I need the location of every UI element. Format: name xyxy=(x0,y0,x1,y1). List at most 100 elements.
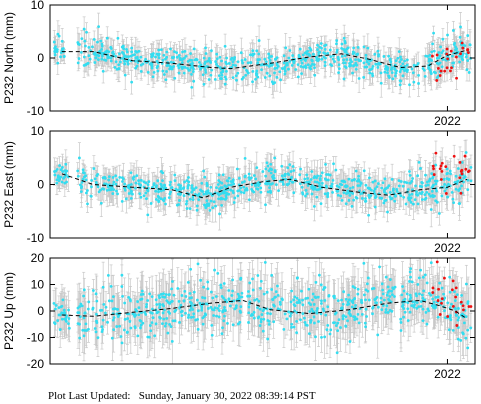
data-point xyxy=(209,73,213,77)
data-point xyxy=(428,53,432,57)
data-point xyxy=(336,56,340,60)
data-point xyxy=(227,62,231,65)
recent-point xyxy=(431,54,434,58)
data-point xyxy=(430,50,434,54)
data-point xyxy=(393,67,397,71)
data-point xyxy=(213,77,217,81)
data-point xyxy=(188,68,192,72)
data-point xyxy=(298,47,302,51)
data-point xyxy=(263,57,267,61)
data-point xyxy=(57,34,61,38)
data-point xyxy=(255,49,259,53)
data-point xyxy=(121,44,125,48)
data-point xyxy=(254,77,257,81)
data-point xyxy=(427,57,431,61)
data-point xyxy=(302,57,305,61)
data-point xyxy=(401,62,405,66)
data-point xyxy=(335,50,339,54)
data-point xyxy=(342,77,346,81)
data-point xyxy=(350,60,353,64)
data-point xyxy=(265,71,269,75)
data-point xyxy=(343,39,347,43)
data-point xyxy=(107,50,111,54)
data-point xyxy=(337,63,341,67)
data-point xyxy=(129,54,133,58)
data-point xyxy=(233,56,237,59)
data-point xyxy=(463,44,467,48)
data-point xyxy=(199,67,202,71)
data-point xyxy=(204,68,207,72)
data-point xyxy=(309,67,313,71)
data-point xyxy=(96,58,100,62)
data-point xyxy=(439,45,443,49)
data-point xyxy=(223,44,227,48)
data-point xyxy=(257,39,261,42)
data-point xyxy=(279,78,282,82)
data-point xyxy=(316,48,319,51)
data-point xyxy=(183,49,187,53)
data-point xyxy=(181,50,184,54)
data-point xyxy=(215,52,219,56)
data-point xyxy=(320,46,323,50)
data-point xyxy=(151,75,155,79)
data-point xyxy=(139,70,143,73)
data-point xyxy=(189,66,193,69)
recent-point xyxy=(454,55,458,59)
data-point xyxy=(294,68,298,71)
data-point xyxy=(329,55,333,59)
data-point xyxy=(114,60,118,64)
data-point xyxy=(366,46,370,50)
data-point xyxy=(280,67,284,70)
data-point xyxy=(278,70,282,74)
recent-point xyxy=(460,41,464,45)
data-point xyxy=(146,70,150,74)
data-point xyxy=(370,72,374,76)
data-point xyxy=(398,83,402,87)
data-point xyxy=(134,66,138,70)
data-point xyxy=(440,65,444,69)
data-point xyxy=(234,74,238,78)
data-point xyxy=(451,54,454,58)
data-point xyxy=(390,71,394,75)
data-point xyxy=(398,60,402,64)
data-point xyxy=(240,59,244,62)
data-point xyxy=(351,50,355,54)
data-point xyxy=(322,51,326,55)
data-point xyxy=(441,37,445,41)
data-point xyxy=(192,67,195,71)
data-point xyxy=(417,74,420,77)
data-point xyxy=(288,49,292,52)
data-point xyxy=(172,55,176,59)
data-point xyxy=(242,75,245,79)
data-point xyxy=(391,77,395,81)
data-point xyxy=(257,52,261,56)
data-point xyxy=(130,50,134,54)
data-point xyxy=(304,59,307,63)
data-point xyxy=(182,71,186,75)
data-point xyxy=(100,42,104,46)
data-point xyxy=(173,76,177,80)
data-point xyxy=(190,85,194,89)
data-point xyxy=(100,44,104,48)
data-point xyxy=(136,61,140,64)
data-point xyxy=(93,53,97,56)
data-point xyxy=(268,58,272,62)
trend-line xyxy=(61,49,468,70)
data-point xyxy=(335,48,339,52)
data-point xyxy=(216,64,220,68)
data-point xyxy=(191,70,195,74)
data-point xyxy=(286,67,290,71)
data-point xyxy=(306,49,310,53)
data-point xyxy=(76,61,80,65)
data-point xyxy=(115,67,119,71)
data-point xyxy=(323,60,327,64)
data-point xyxy=(60,39,64,43)
data-point xyxy=(130,46,134,50)
y-axis-label: P232 North (mm) xyxy=(2,12,16,104)
data-point xyxy=(326,51,330,55)
data-point xyxy=(285,61,289,65)
data-point xyxy=(122,52,125,55)
data-point xyxy=(424,54,428,58)
data-point xyxy=(123,59,126,63)
